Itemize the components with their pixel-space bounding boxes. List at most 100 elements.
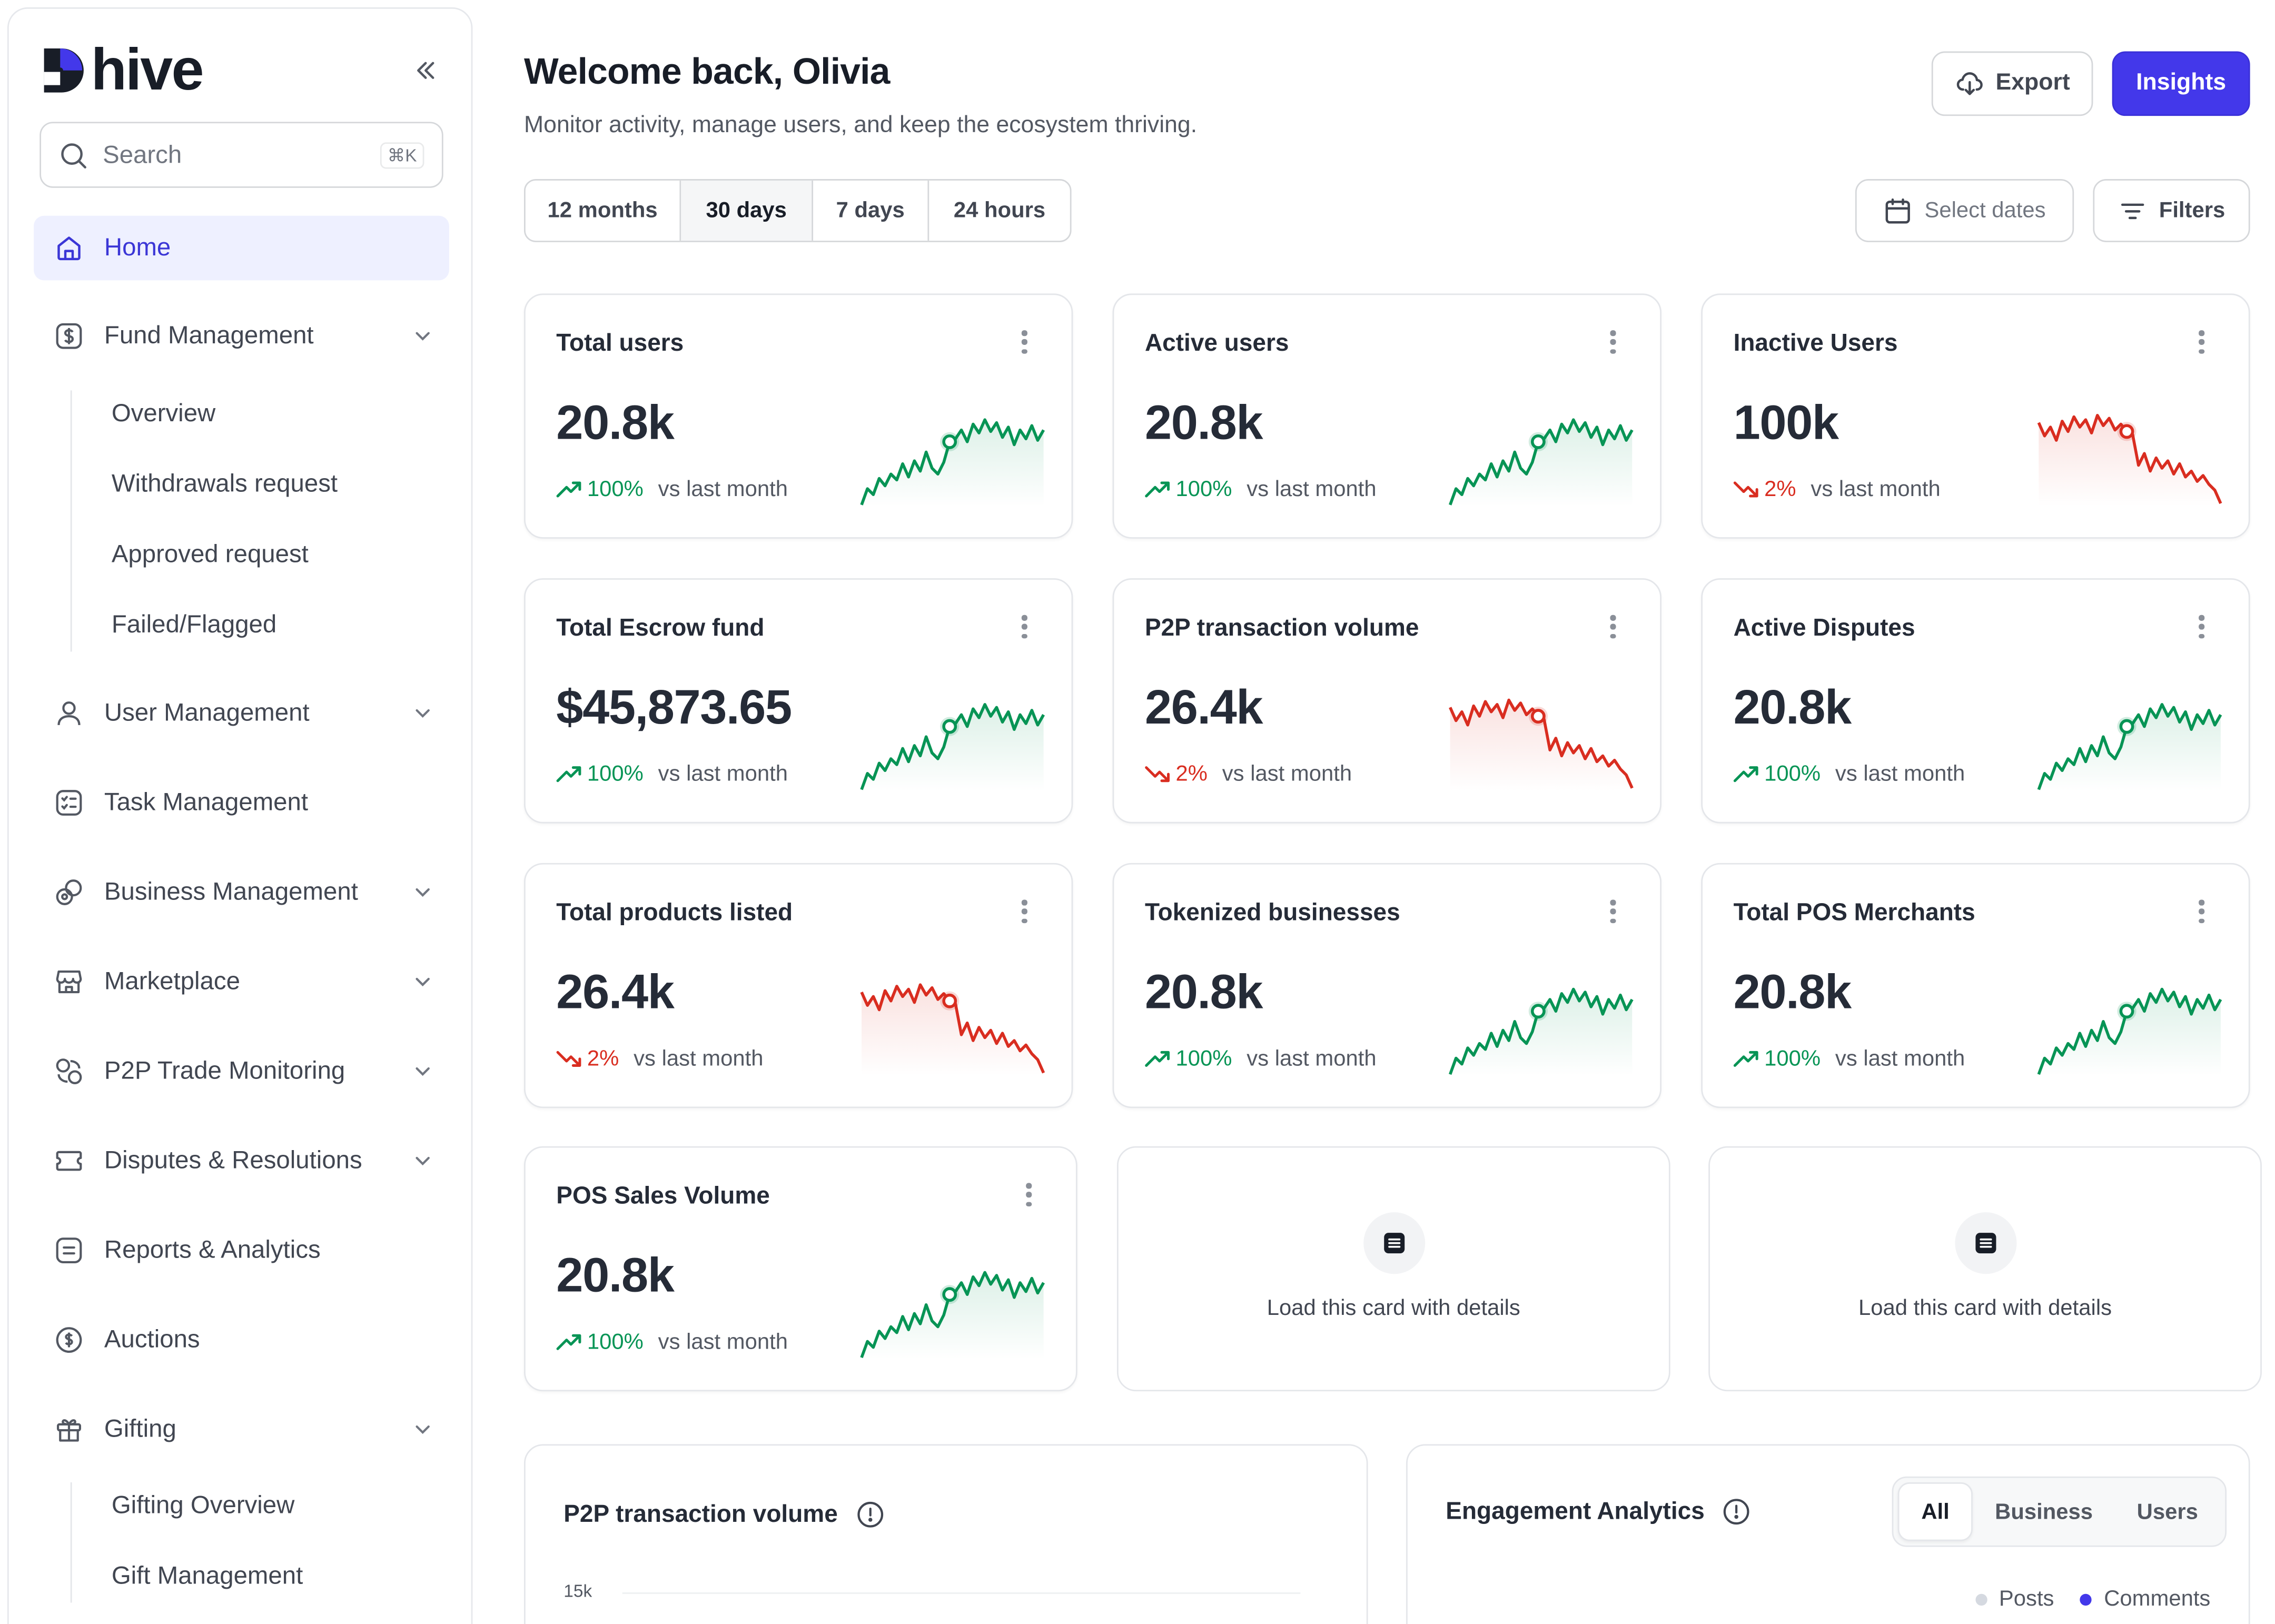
sidebar-item-label: Business Management [104,877,358,906]
range-24-hours[interactable]: 24 hours [953,198,1046,223]
logo[interactable]: hive [38,41,204,100]
page-title: Welcome back, Olivia [523,51,890,93]
stat-card[interactable]: Total POS Merchants 20.8k 100% vs last mont… [1701,863,2250,1108]
card-value: $45,873.65 [556,679,792,734]
search-input[interactable]: Search ⌘K [39,122,443,188]
submenu-item-withdrawals-request[interactable]: Withdrawals request [111,469,338,498]
insights-button[interactable]: Insights [2112,51,2250,116]
card-value: 26.4k [556,964,675,1019]
trend-down-icon [1145,766,1170,783]
trend-compare: vs last month [1247,1046,1377,1072]
sidebar-item-task-management[interactable]: Task Management [34,770,449,835]
trend-compare: vs last month [1835,761,1965,787]
submenu-item-gifting-overview[interactable]: Gifting Overview [111,1491,295,1519]
trend-up-icon [1733,1051,1758,1067]
stat-card[interactable]: POS Sales Volume 20.8k 100% vs last month [523,1146,1077,1392]
more-vertical-icon[interactable] [1017,1180,1041,1210]
search-placeholder: Search [103,140,182,169]
range-7-days[interactable]: 7 days [813,180,929,241]
card-title: P2P transaction volume [1144,615,1419,641]
card-value: 20.8k [1144,394,1263,449]
more-vertical-icon[interactable] [2190,328,2213,357]
stat-card[interactable]: Total users 20.8k 100% vs last month [523,293,1073,539]
more-vertical-icon[interactable] [1013,897,1036,926]
range-30-days[interactable]: 30 days [681,180,814,241]
chart-legend: Posts Comments [1949,1587,2210,1611]
more-vertical-icon[interactable] [1601,612,1625,641]
legend-label: Posts [1999,1586,2054,1612]
document-icon [1955,1212,2017,1274]
trend-compare: vs last month [634,1046,764,1072]
sparkline-chart [860,1271,1045,1359]
business-icon [53,876,85,908]
trend-up-icon [1733,766,1758,783]
sidebar-item-gifting[interactable]: Gifting [34,1397,449,1462]
sidebar-item-fund-management[interactable]: Fund Management [34,304,449,369]
sidebar-item-home[interactable]: Home [34,215,449,281]
placeholder-card[interactable]: Load this card with details [1116,1146,1670,1392]
range-12-months[interactable]: 12 months [526,180,681,241]
stat-card[interactable]: Total products listed 26.4k 2% vs last mont… [523,863,1073,1108]
more-vertical-icon[interactable] [1601,897,1625,926]
y-axis-tick: 15k [563,1580,592,1601]
submenu-item-approved-request[interactable]: Approved request [111,540,309,568]
sparkline-chart [2037,987,2222,1076]
stat-card[interactable]: Inactive Users 100k 2% vs last month [1701,293,2250,539]
card-value: 26.4k [1144,679,1263,734]
more-vertical-icon[interactable] [1601,328,1625,357]
submenu-item-failed-flagged[interactable]: Failed/Flagged [111,610,277,639]
sidebar-item-reports-analytics[interactable]: Reports & Analytics [34,1218,449,1283]
submenu-guide-line [70,1482,72,1603]
chevron-down-icon [412,1149,433,1179]
more-vertical-icon[interactable] [2190,897,2213,926]
stat-card[interactable]: P2P transaction volume 26.4k 2% vs last mon… [1112,578,1661,824]
calendar-icon [1883,196,1913,225]
cloud-download-icon [1954,69,1984,98]
document-icon [1363,1212,1426,1274]
stat-card[interactable]: Active Disputes 20.8k 100% vs last month [1701,578,2250,824]
legend-dot [2080,1593,2092,1605]
stat-card[interactable]: Tokenized businesses 20.8k 100% vs last mon… [1112,863,1661,1108]
tab-all[interactable]: All [1897,1482,1973,1541]
submenu-item-gift-management[interactable]: Gift Management [111,1561,303,1590]
collapse-sidebar-icon[interactable] [408,53,443,88]
panel-title: Engagement Analytics [1446,1497,1752,1527]
stat-card[interactable]: Total Escrow fund $45,873.65 100% vs last m… [523,578,1073,824]
more-vertical-icon[interactable] [1013,328,1036,357]
card-title: Total products listed [556,899,793,926]
select-dates-button[interactable]: Select dates [1855,179,2074,242]
export-button[interactable]: Export [1931,51,2093,116]
info-icon[interactable] [855,1500,885,1529]
card-trend: 100% vs last month [1733,1046,1965,1072]
sparkline-chart [860,983,1045,1076]
sidebar-item-marketplace[interactable]: Marketplace [34,949,449,1014]
dollar-square-icon [53,320,85,352]
hive-logo-icon [38,43,94,98]
sidebar-item-disputes-resolutions[interactable]: Disputes & Resolutions [34,1128,449,1193]
sparkline-chart [860,418,1045,507]
more-vertical-icon[interactable] [2190,612,2213,641]
stat-card[interactable]: Active users 20.8k 100% vs last month [1112,293,1661,539]
submenu-item-overview[interactable]: Overview [111,399,216,428]
sidebar-item-auctions[interactable]: Auctions [34,1308,449,1372]
card-title: Active users [1144,330,1289,357]
info-icon[interactable] [1722,1497,1752,1527]
sidebar-item-label: P2P Trade Monitoring [104,1056,345,1085]
gridline [622,1592,1301,1594]
card-title: Tokenized businesses [1144,899,1400,926]
sidebar-item-user-management[interactable]: User Management [34,681,449,746]
tab-users[interactable]: Users [2136,1499,2198,1524]
submenu-guide-line [70,390,72,652]
placeholder-card[interactable]: Load this card with details [1708,1146,2262,1392]
trend-up-icon [556,1334,581,1350]
more-vertical-icon[interactable] [1013,612,1036,641]
card-trend: 100% vs last month [1733,761,1965,787]
trend-percent: 100% [1764,1046,1821,1072]
tab-business[interactable]: Business [1995,1499,2093,1524]
legend-dot [1975,1593,1987,1605]
filters-button[interactable]: Filters [2093,179,2250,242]
sidebar-item-p2p-trade-monitoring[interactable]: P2P Trade Monitoring [34,1039,449,1104]
sidebar-item-business-management[interactable]: Business Management [34,860,449,925]
placeholder-text: Load this card with details [1858,1296,2112,1321]
sidebar-item-label: Home [104,233,171,262]
